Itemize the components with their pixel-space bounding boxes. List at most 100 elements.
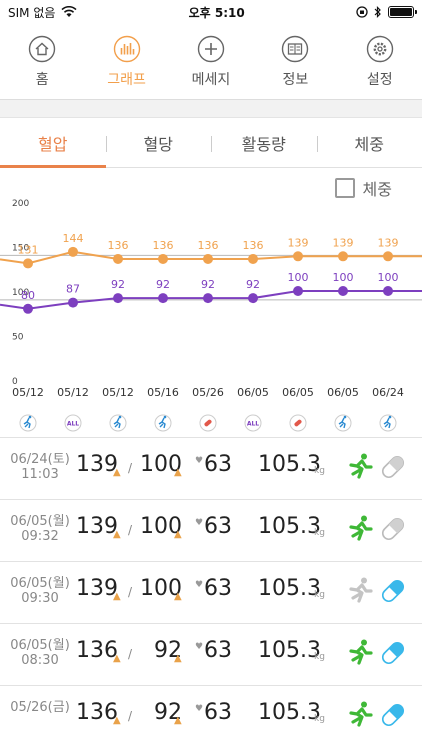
wifi-icon [61,6,77,17]
runner-glyph [23,417,31,429]
battery-icon [387,6,417,18]
tab-activity[interactable]: 활동량 [211,118,317,167]
data-label: 92 [246,278,260,291]
data-label: 136 [243,239,264,252]
data-point [293,286,303,296]
nav-graph-label: 그래프 [107,71,146,88]
record-date: 06/05(월) [10,514,70,529]
pulse-value: 63 [204,514,232,539]
systolic-value: 139 [76,576,118,601]
pulse-value: 63 [204,638,232,663]
x-tick-label: 05/12 [12,386,44,399]
systolic-value: 136 [76,638,118,663]
runner-glyph [383,417,391,429]
orientation-lock-icon [356,6,368,18]
main-nav: 홈 그래프 메세지 정보 설정 [0,24,422,100]
tab-blood-pressure[interactable]: 혈압 [0,118,106,168]
heart-icon: ♥ [195,580,204,590]
diastolic-value: 92 [154,638,182,663]
diastolic-value: 100 [140,452,182,477]
record-row[interactable]: 06/05(월) 09:30 139 ▲ / 100 ▲ ♥ 63 105.3 … [0,561,422,623]
record-row[interactable]: 06/05(월) 09:32 139 ▲ / 100 ▲ ♥ 63 105.3 … [0,499,422,561]
heart-icon: ♥ [195,704,204,714]
runner-head [163,415,167,419]
runner-glyph [338,417,346,429]
data-point [68,246,78,257]
systolic-value: 139 [76,514,118,539]
medicine-icon [378,638,408,668]
record-row[interactable]: 06/05(월) 08:30 136 ▲ / 92 ▲ ♥ 63 105.3 k… [0,623,422,685]
heart-icon: ♥ [195,518,204,528]
weight-toggle[interactable]: 체중 [334,176,392,200]
x-tick-label: 05/26 [192,386,224,399]
info-icon [282,35,309,62]
heart-icon: ♥ [195,642,204,652]
record-list: 06/24(토) 11:03 139 ▲ / 100 ▲ ♥ 63 105.3 … [0,437,422,747]
diastolic-up-arrow-icon: ▲ [174,715,182,726]
nav-info[interactable]: 정보 [253,35,337,89]
data-label: 92 [201,278,215,291]
systolic-up-arrow-icon: ▲ [113,715,121,726]
activity-icon [346,452,374,480]
separator-slash-icon: / [128,461,133,475]
record-date: 05/26(금) [10,700,70,715]
tab-weight[interactable]: 체중 [316,118,422,167]
record-row[interactable]: 06/24(토) 11:03 139 ▲ / 100 ▲ ♥ 63 105.3 … [0,437,422,499]
data-label: 100 [288,271,309,284]
nav-settings[interactable]: 설정 [338,35,422,89]
data-label: 136 [153,239,174,252]
nav-home[interactable]: 홈 [0,35,84,89]
pill-glyph [294,419,302,427]
pulse-value: 63 [204,452,232,477]
weight-checkbox[interactable] [334,178,355,198]
x-tick-label: 05/12 [57,386,89,399]
x-tick-label: 06/05 [282,386,314,399]
record-date: 06/24(토) [10,452,70,467]
weight-unit: kg [314,714,325,724]
graph-icon [113,35,140,62]
data-point [338,251,348,262]
data-label: 144 [63,232,84,245]
data-label: 92 [156,278,170,291]
record-date: 06/05(월) [10,638,70,653]
weight-value: 105.3 [258,514,321,539]
nav-message[interactable]: 메세지 [169,35,253,89]
pill-glyph [204,419,212,427]
data-label: 100 [333,271,354,284]
clock: 오후 5:10 [188,5,245,20]
medicine-icon [378,452,408,482]
x-tick-label: 05/16 [147,386,179,399]
all-marker-label: ALL [67,421,79,428]
data-point [338,286,348,296]
tab-blood-sugar[interactable]: 혈당 [105,118,212,167]
record-row[interactable]: 05/26(금) 136 ▲ / 92 ▲ ♥ 63 105.3 kg [0,685,422,747]
nav-message-label: 메세지 [191,71,231,88]
data-label: 100 [378,271,399,284]
runner-head [28,415,32,419]
record-time: 08:30 [21,653,59,668]
x-tick-label: 06/05 [327,386,359,399]
diastolic-value: 92 [154,700,182,725]
systolic-value: 136 [76,700,118,725]
weight-unit: kg [314,652,325,662]
nav-graph[interactable]: 그래프 [85,35,169,89]
pulse-value: 63 [204,700,232,725]
medicine-icon [378,576,408,606]
activity-icon [346,638,374,666]
medicine-icon [378,700,408,730]
carrier-label: SIM 없음 [8,5,56,20]
data-point [158,253,168,264]
weight-toggle-label: 체중 [362,180,392,199]
home-icon [28,35,56,62]
y-tick-label: 150 [12,244,29,254]
systolic-up-arrow-icon: ▲ [113,653,121,664]
activity-icon [346,514,374,542]
record-time: 09:30 [21,591,59,606]
data-point [23,258,33,269]
record-datetime: 05/26(금) [8,700,72,715]
diastolic-value: 100 [140,576,182,601]
settings-icon [366,35,393,62]
bluetooth-icon [374,6,381,18]
nav-home-label: 홈 [35,71,49,88]
separator-slash-icon: / [128,585,133,599]
